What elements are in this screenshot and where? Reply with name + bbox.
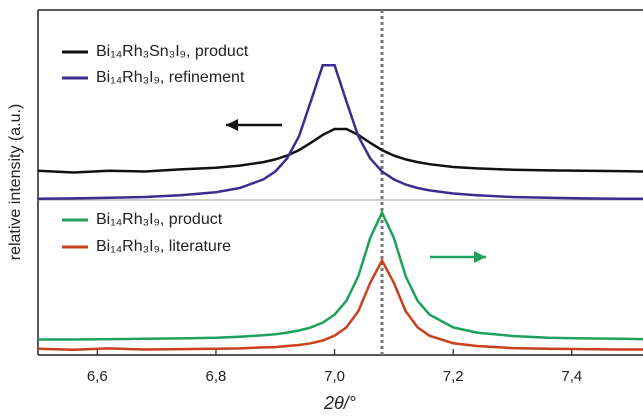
x-axis-label: 2θ/° <box>323 393 356 413</box>
x-tick-label: 7,4 <box>561 368 582 385</box>
x-tick-label: 6,6 <box>87 368 108 385</box>
legend-label: Bi₁₄Rh₃Sn₃I₉, product <box>96 43 249 60</box>
series-line <box>37 257 643 352</box>
x-tick-label: 7,0 <box>324 368 345 385</box>
legend-label: Bi₁₄Rh₃I₉, product <box>96 211 223 228</box>
arrow-head <box>226 119 238 131</box>
series-line <box>37 127 643 174</box>
legend-label: Bi₁₄Rh₃I₉, refinement <box>96 69 245 86</box>
x-tick-label: 7,2 <box>443 368 464 385</box>
legend-label: Bi₁₄Rh₃I₉, literature <box>96 238 231 255</box>
series-line <box>37 63 643 200</box>
x-tick-label: 6,8 <box>206 368 227 385</box>
series-line <box>38 209 643 341</box>
y-axis-label: relative intensity (a.u.) <box>7 104 24 261</box>
arrow-head <box>474 251 486 263</box>
